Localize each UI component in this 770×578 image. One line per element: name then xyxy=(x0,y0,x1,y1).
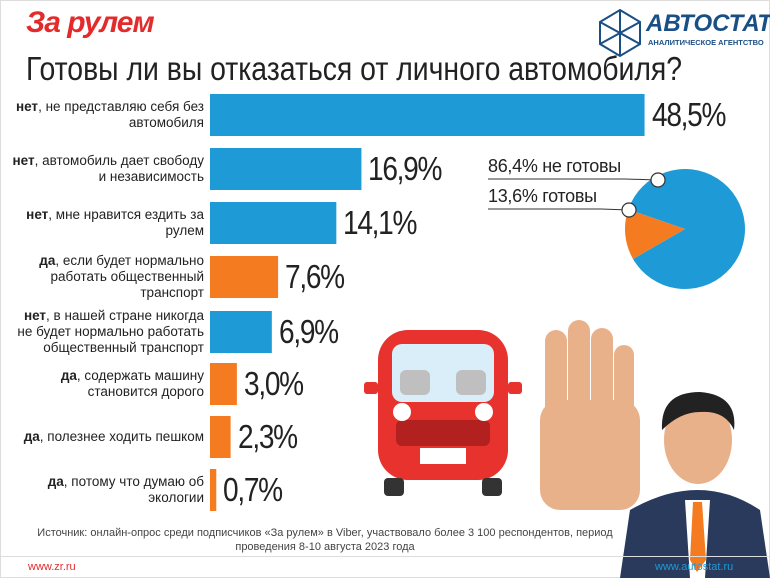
value-label: 14,1% xyxy=(343,204,417,241)
footer-rule xyxy=(0,556,770,557)
category-label: да, если будет нормально работать общест… xyxy=(39,253,204,300)
category-label: нет, в нашей стране никогда не будет нор… xyxy=(17,308,204,355)
source-note: Источник: онлайн-опрос среди подписчиков… xyxy=(37,527,613,553)
bar xyxy=(210,311,272,353)
bar xyxy=(210,256,279,298)
value-label: 7,6% xyxy=(285,258,345,295)
pie-category-label: готовы xyxy=(542,186,597,206)
value-label: 6,9% xyxy=(278,313,339,350)
category-label: да, полезнее ходить пешком xyxy=(23,429,204,444)
category-label: нет, автомобиль дает свободу и независим… xyxy=(12,153,205,184)
pie-value-label: 86,4% xyxy=(488,156,538,176)
logo-right-sub: АНАЛИТИЧЕСКОЕ АГЕНТСТВО xyxy=(648,38,764,47)
leader-dot xyxy=(650,172,666,188)
value-label: 3,0% xyxy=(243,365,304,402)
logo-right: АВТОСТАТ xyxy=(646,10,770,37)
bar xyxy=(210,469,217,511)
autostat-icon xyxy=(599,8,641,58)
pie-label: 13,6% готовы xyxy=(488,186,597,207)
category-label: да, содержать машину становится дорого xyxy=(60,368,204,399)
category-label: да, потому что думаю об экологии xyxy=(47,474,204,505)
pie-slice xyxy=(625,209,685,259)
value-label: 2,3% xyxy=(237,418,298,455)
pie-category-label: не готовы xyxy=(542,156,621,176)
pie-slice xyxy=(628,168,746,289)
pie-value-label: 13,6% xyxy=(488,186,538,206)
bar xyxy=(210,148,362,190)
footer-right-url: www.autostat.ru xyxy=(655,561,734,573)
bar xyxy=(210,94,645,136)
bar xyxy=(210,202,337,244)
bar xyxy=(210,416,231,458)
category-label: нет, не представляю себя без автомобиля xyxy=(15,99,204,130)
leader-dot xyxy=(621,202,637,218)
car-illustration xyxy=(364,330,522,496)
footer-left-url: www.zr.ru xyxy=(28,561,76,573)
value-label: 48,5% xyxy=(651,96,726,133)
category-label: нет, мне нравится ездить за рулем xyxy=(26,207,204,238)
chart-title: Готовы ли вы отказаться от личного автом… xyxy=(26,50,683,87)
pie-label: 86,4% не готовы xyxy=(488,156,621,177)
value-label: 16,9% xyxy=(368,150,442,187)
logo-left: За рулем xyxy=(26,6,155,39)
bar xyxy=(210,363,237,405)
value-label: 0,7% xyxy=(223,471,283,508)
